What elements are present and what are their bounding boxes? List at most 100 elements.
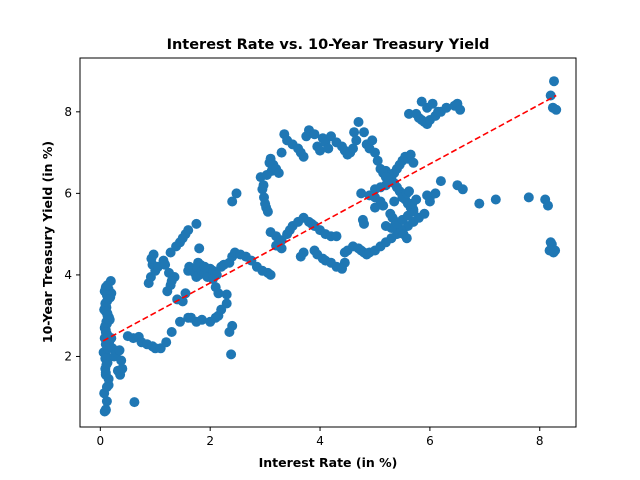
data-point	[348, 143, 358, 154]
data-point	[261, 170, 272, 180]
data-point	[161, 337, 172, 348]
data-point	[523, 192, 534, 203]
data-point	[427, 98, 438, 109]
data-point	[375, 196, 386, 207]
data-point	[227, 196, 238, 207]
data-point	[543, 200, 553, 211]
x-tick-label: 0	[97, 434, 105, 448]
data-point	[455, 104, 466, 115]
data-point	[160, 259, 171, 270]
data-point	[177, 296, 188, 307]
data-point	[380, 221, 391, 231]
data-point	[194, 243, 205, 254]
data-point	[331, 231, 342, 242]
data-point	[424, 196, 435, 207]
data-point	[103, 373, 114, 384]
data-point	[419, 208, 430, 219]
data-point	[315, 145, 325, 156]
data-point	[224, 327, 235, 337]
x-tick-label: 4	[316, 434, 324, 448]
data-point	[349, 127, 360, 138]
data-point	[175, 316, 185, 327]
chart-title: Interest Rate vs. 10-Year Treasury Yield	[167, 37, 490, 53]
data-point	[226, 349, 237, 360]
data-point	[367, 135, 378, 146]
data-point	[383, 176, 394, 187]
data-point	[213, 288, 224, 299]
data-point	[102, 280, 113, 291]
data-point	[196, 314, 207, 325]
data-points	[98, 76, 562, 417]
data-point	[183, 225, 194, 236]
data-point	[372, 155, 383, 166]
data-point	[265, 269, 276, 280]
data-point	[148, 249, 159, 260]
y-axis-label: 10-Year Treasury Yield (in %)	[40, 141, 55, 343]
data-point	[359, 218, 369, 229]
y-tick-label: 8	[64, 105, 72, 119]
data-point	[544, 245, 555, 256]
data-point	[166, 327, 177, 337]
data-point	[411, 108, 422, 119]
data-point	[114, 345, 125, 356]
data-point	[323, 143, 334, 154]
data-point	[359, 127, 369, 138]
data-point	[276, 147, 287, 158]
data-point	[370, 147, 380, 158]
data-point	[441, 102, 452, 113]
plot-frame	[79, 57, 577, 428]
data-point	[353, 117, 364, 127]
data-point	[162, 286, 173, 297]
data-point	[101, 382, 112, 392]
data-point	[545, 90, 556, 101]
data-point	[221, 298, 232, 309]
data-point	[404, 186, 414, 197]
data-point	[490, 194, 501, 205]
data-point	[309, 129, 320, 140]
data-point	[231, 188, 242, 199]
data-point	[273, 168, 284, 178]
data-point	[186, 312, 196, 323]
x-axis-ticks: 0 2 4 6 8	[97, 427, 544, 448]
y-axis-ticks: 2 4 6 8	[64, 105, 80, 363]
data-point	[112, 365, 123, 376]
data-point	[351, 135, 362, 146]
data-point	[389, 196, 400, 207]
data-point	[207, 274, 218, 284]
data-point	[191, 218, 202, 229]
data-point	[199, 261, 210, 272]
data-point	[401, 233, 412, 244]
x-tick-label: 2	[206, 434, 214, 448]
data-point	[551, 104, 562, 115]
data-point	[549, 76, 559, 87]
y-tick-label: 2	[64, 349, 72, 363]
trend-line	[102, 94, 557, 342]
x-tick-label: 8	[536, 434, 544, 448]
x-tick-label: 6	[426, 434, 434, 448]
data-point	[100, 405, 111, 416]
y-tick-label: 4	[64, 268, 72, 282]
y-tick-label: 6	[64, 186, 72, 200]
data-point	[262, 206, 273, 217]
data-point	[337, 263, 347, 274]
data-point	[221, 289, 232, 300]
data-point	[101, 396, 112, 407]
data-point	[129, 397, 140, 408]
data-point	[405, 149, 416, 160]
data-point	[356, 188, 367, 199]
trend-line-group	[102, 94, 557, 342]
data-point	[430, 188, 441, 199]
data-point	[116, 355, 127, 366]
x-axis-label: Interest Rate (in %)	[259, 455, 398, 470]
data-point	[433, 106, 444, 117]
data-point	[101, 359, 112, 370]
plot-area	[80, 58, 576, 427]
data-point	[408, 206, 419, 217]
data-point	[411, 194, 422, 205]
data-point	[298, 247, 309, 258]
data-point	[408, 157, 419, 168]
data-point	[435, 176, 446, 187]
data-point	[474, 198, 485, 209]
data-point	[258, 180, 269, 191]
